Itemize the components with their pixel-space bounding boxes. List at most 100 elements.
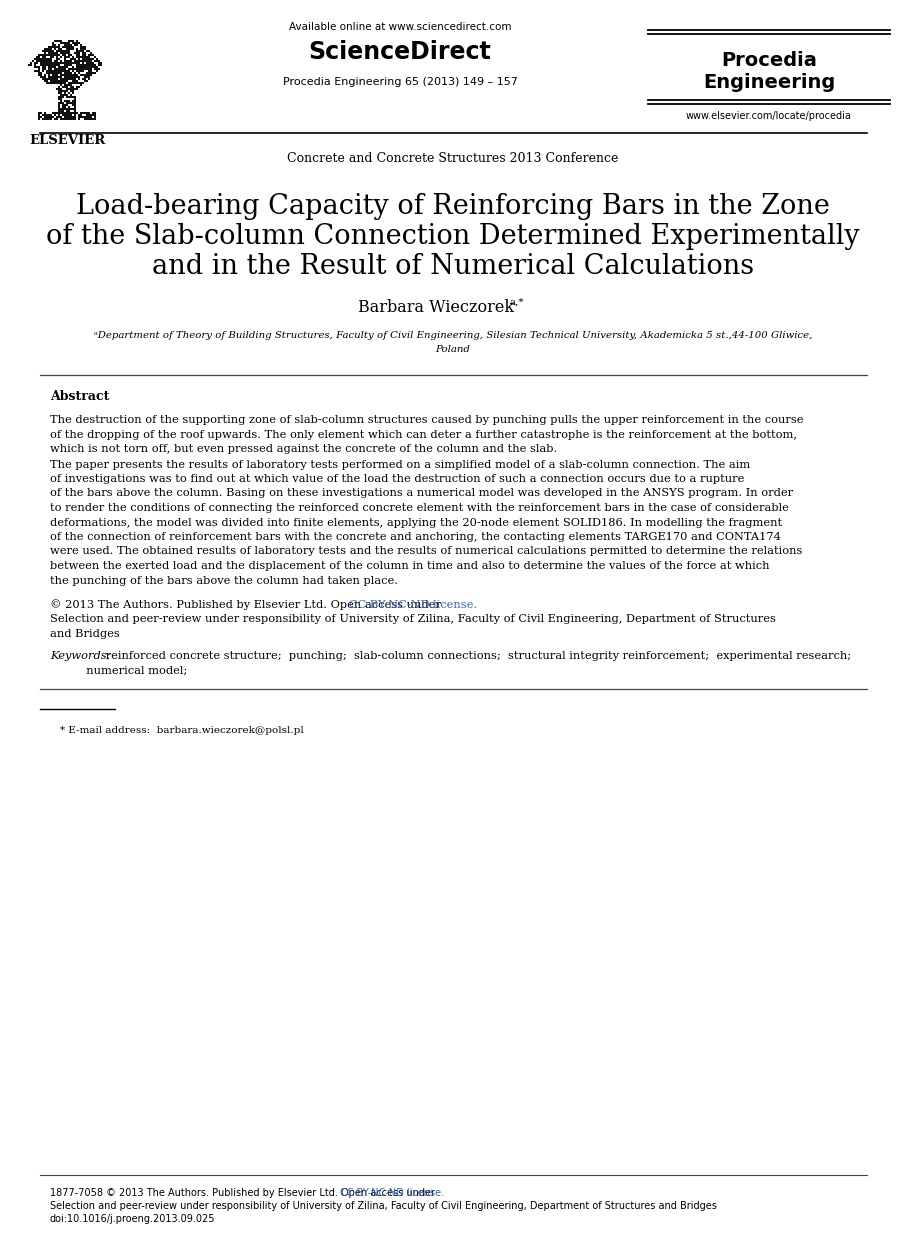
Bar [62, 68, 64, 71]
Text: Procedia Engineering 65 (2013) 149 – 157: Procedia Engineering 65 (2013) 149 – 157 [283, 77, 517, 87]
Bar [66, 46, 68, 48]
Text: of the bars above the column. Basing on these investigations a numerical model w: of the bars above the column. Basing on … [50, 489, 793, 499]
Bar [42, 59, 44, 62]
Bar [82, 71, 84, 72]
Bar [42, 71, 44, 72]
Bar [62, 118, 64, 120]
Bar [50, 116, 52, 118]
Bar [64, 106, 66, 108]
Bar [72, 40, 74, 42]
Bar [86, 66, 88, 68]
Bar [52, 116, 54, 118]
Bar [64, 74, 66, 76]
Bar [100, 62, 102, 64]
Bar [64, 72, 66, 74]
Bar [90, 64, 92, 66]
Bar [96, 58, 98, 59]
Bar [62, 46, 64, 48]
Bar [42, 68, 44, 71]
Bar [62, 42, 64, 45]
Bar [50, 66, 52, 68]
Bar [70, 48, 72, 50]
Bar [50, 54, 52, 56]
Bar [58, 97, 60, 98]
Text: which is not torn off, but even pressed against the concrete of the column and t: which is not torn off, but even pressed … [50, 444, 557, 454]
Bar [66, 74, 68, 76]
Bar [88, 76, 90, 78]
Bar [56, 62, 58, 64]
Bar [78, 72, 80, 74]
Bar [88, 71, 90, 72]
Bar [48, 114, 50, 116]
Bar [62, 54, 64, 56]
Bar [60, 48, 62, 50]
Bar [54, 59, 56, 62]
Bar [92, 58, 94, 59]
Bar [52, 82, 54, 84]
Bar [58, 68, 60, 71]
Bar [70, 84, 72, 85]
Bar [92, 64, 94, 66]
Bar [76, 85, 78, 88]
Bar [70, 62, 72, 64]
Bar [88, 72, 90, 74]
Bar [36, 66, 38, 68]
Bar [58, 58, 60, 59]
Bar [64, 66, 66, 68]
Bar [60, 66, 62, 68]
Text: ᵃDepartment of Theory of Building Structures, Faculty of Civil Engineering, Sile: ᵃDepartment of Theory of Building Struct… [93, 332, 812, 340]
Bar [58, 71, 60, 72]
Bar [84, 118, 86, 120]
Bar [30, 62, 32, 64]
Bar [74, 108, 76, 110]
Bar [58, 116, 60, 118]
Text: ScienceDirect: ScienceDirect [308, 40, 492, 64]
Bar [70, 116, 72, 118]
Bar [46, 116, 48, 118]
Bar [82, 64, 84, 66]
Bar [58, 98, 60, 100]
Bar [80, 50, 82, 52]
Bar [86, 58, 88, 59]
Text: deformations, the model was divided into finite elements, applying the 20-node e: deformations, the model was divided into… [50, 517, 782, 527]
Bar [90, 68, 92, 71]
Bar [50, 64, 52, 66]
Bar [60, 97, 62, 98]
Bar [38, 71, 40, 72]
Text: a,*: a,* [510, 297, 524, 307]
Bar [64, 108, 66, 110]
Bar [60, 80, 62, 82]
Text: of the connection of reinforcement bars with the concrete and anchoring, the con: of the connection of reinforcement bars … [50, 532, 781, 542]
Bar [86, 72, 88, 74]
Bar [60, 82, 62, 84]
Bar [50, 76, 52, 78]
Bar [70, 76, 72, 78]
Bar [78, 58, 80, 59]
Bar [54, 118, 56, 120]
Bar [66, 110, 68, 111]
Bar [94, 111, 96, 114]
Bar [50, 72, 52, 74]
Bar [70, 46, 72, 48]
Bar [86, 64, 88, 66]
Bar [48, 59, 50, 62]
Bar [60, 76, 62, 78]
Bar [58, 88, 60, 90]
Bar [58, 111, 60, 114]
Bar [84, 80, 86, 82]
Bar [66, 78, 68, 80]
Bar [54, 46, 56, 48]
Bar [70, 58, 72, 59]
Bar [82, 46, 84, 48]
Bar [72, 82, 74, 84]
Bar [50, 46, 52, 48]
Bar [60, 78, 62, 80]
Bar [90, 118, 92, 120]
Bar [68, 40, 70, 42]
Bar [78, 76, 80, 78]
Bar [70, 68, 72, 71]
Bar [74, 62, 76, 64]
Bar [82, 52, 84, 54]
Bar [48, 46, 50, 48]
Bar [98, 62, 100, 64]
